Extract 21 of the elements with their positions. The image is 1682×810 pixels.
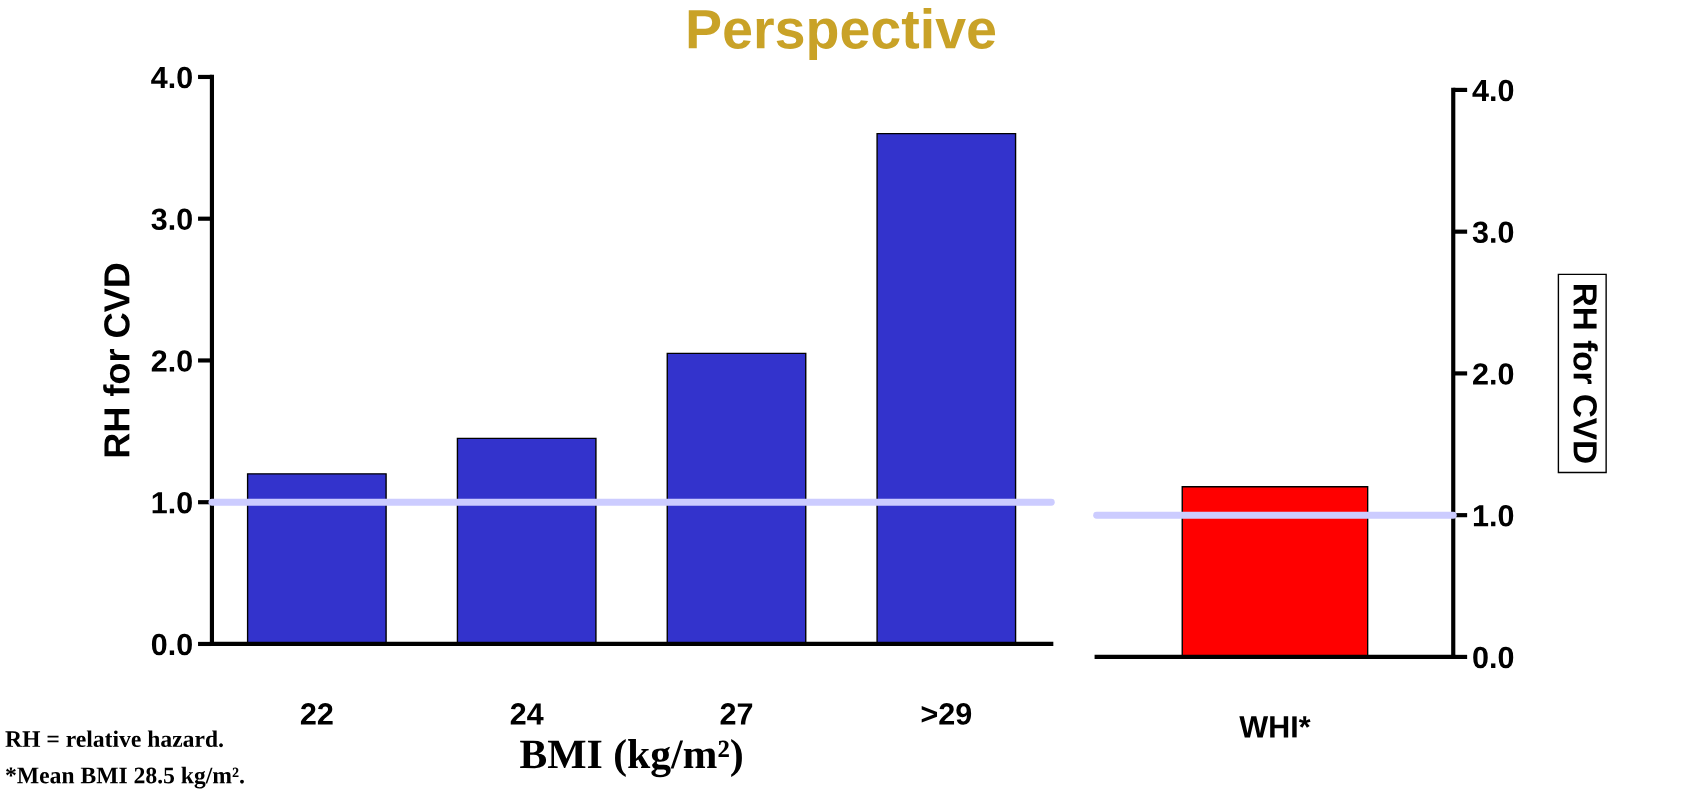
x-tick-label: 27 — [720, 703, 753, 725]
y2-tick-label: 2.0 — [1473, 363, 1514, 385]
y-tick-label: 0.0 — [151, 633, 192, 656]
y-tick-label: 2.0 — [151, 350, 192, 372]
y2-tick-label: 1.0 — [1473, 504, 1514, 527]
y2-tick-label: 0.0 — [1473, 646, 1514, 669]
y-tick-label: 3.0 — [151, 208, 192, 231]
y2-axis-title: RH for CVD — [1573, 284, 1598, 463]
y-tick-label: 4.0 — [151, 66, 192, 89]
x-tick-label: >29 — [921, 703, 972, 725]
x-axis-title: BMI (kg/m²) — [520, 739, 742, 778]
y2-tick-label: 4.0 — [1472, 79, 1514, 102]
y-tick-label: 1.0 — [152, 491, 192, 514]
text: RH = relative hazard. — [5, 730, 223, 748]
text: *Mean BMI 28.5 kg/m². — [6, 766, 244, 789]
y-axis-title: RH for CVD — [103, 263, 130, 457]
x-tick-label: 22 — [300, 703, 333, 725]
y2-tick-label: 3.0 — [1472, 221, 1514, 244]
x-tick-label: WHI* — [1239, 716, 1311, 738]
x-tick-label: 24 — [510, 703, 544, 725]
chart-title: Perspective — [688, 8, 996, 60]
